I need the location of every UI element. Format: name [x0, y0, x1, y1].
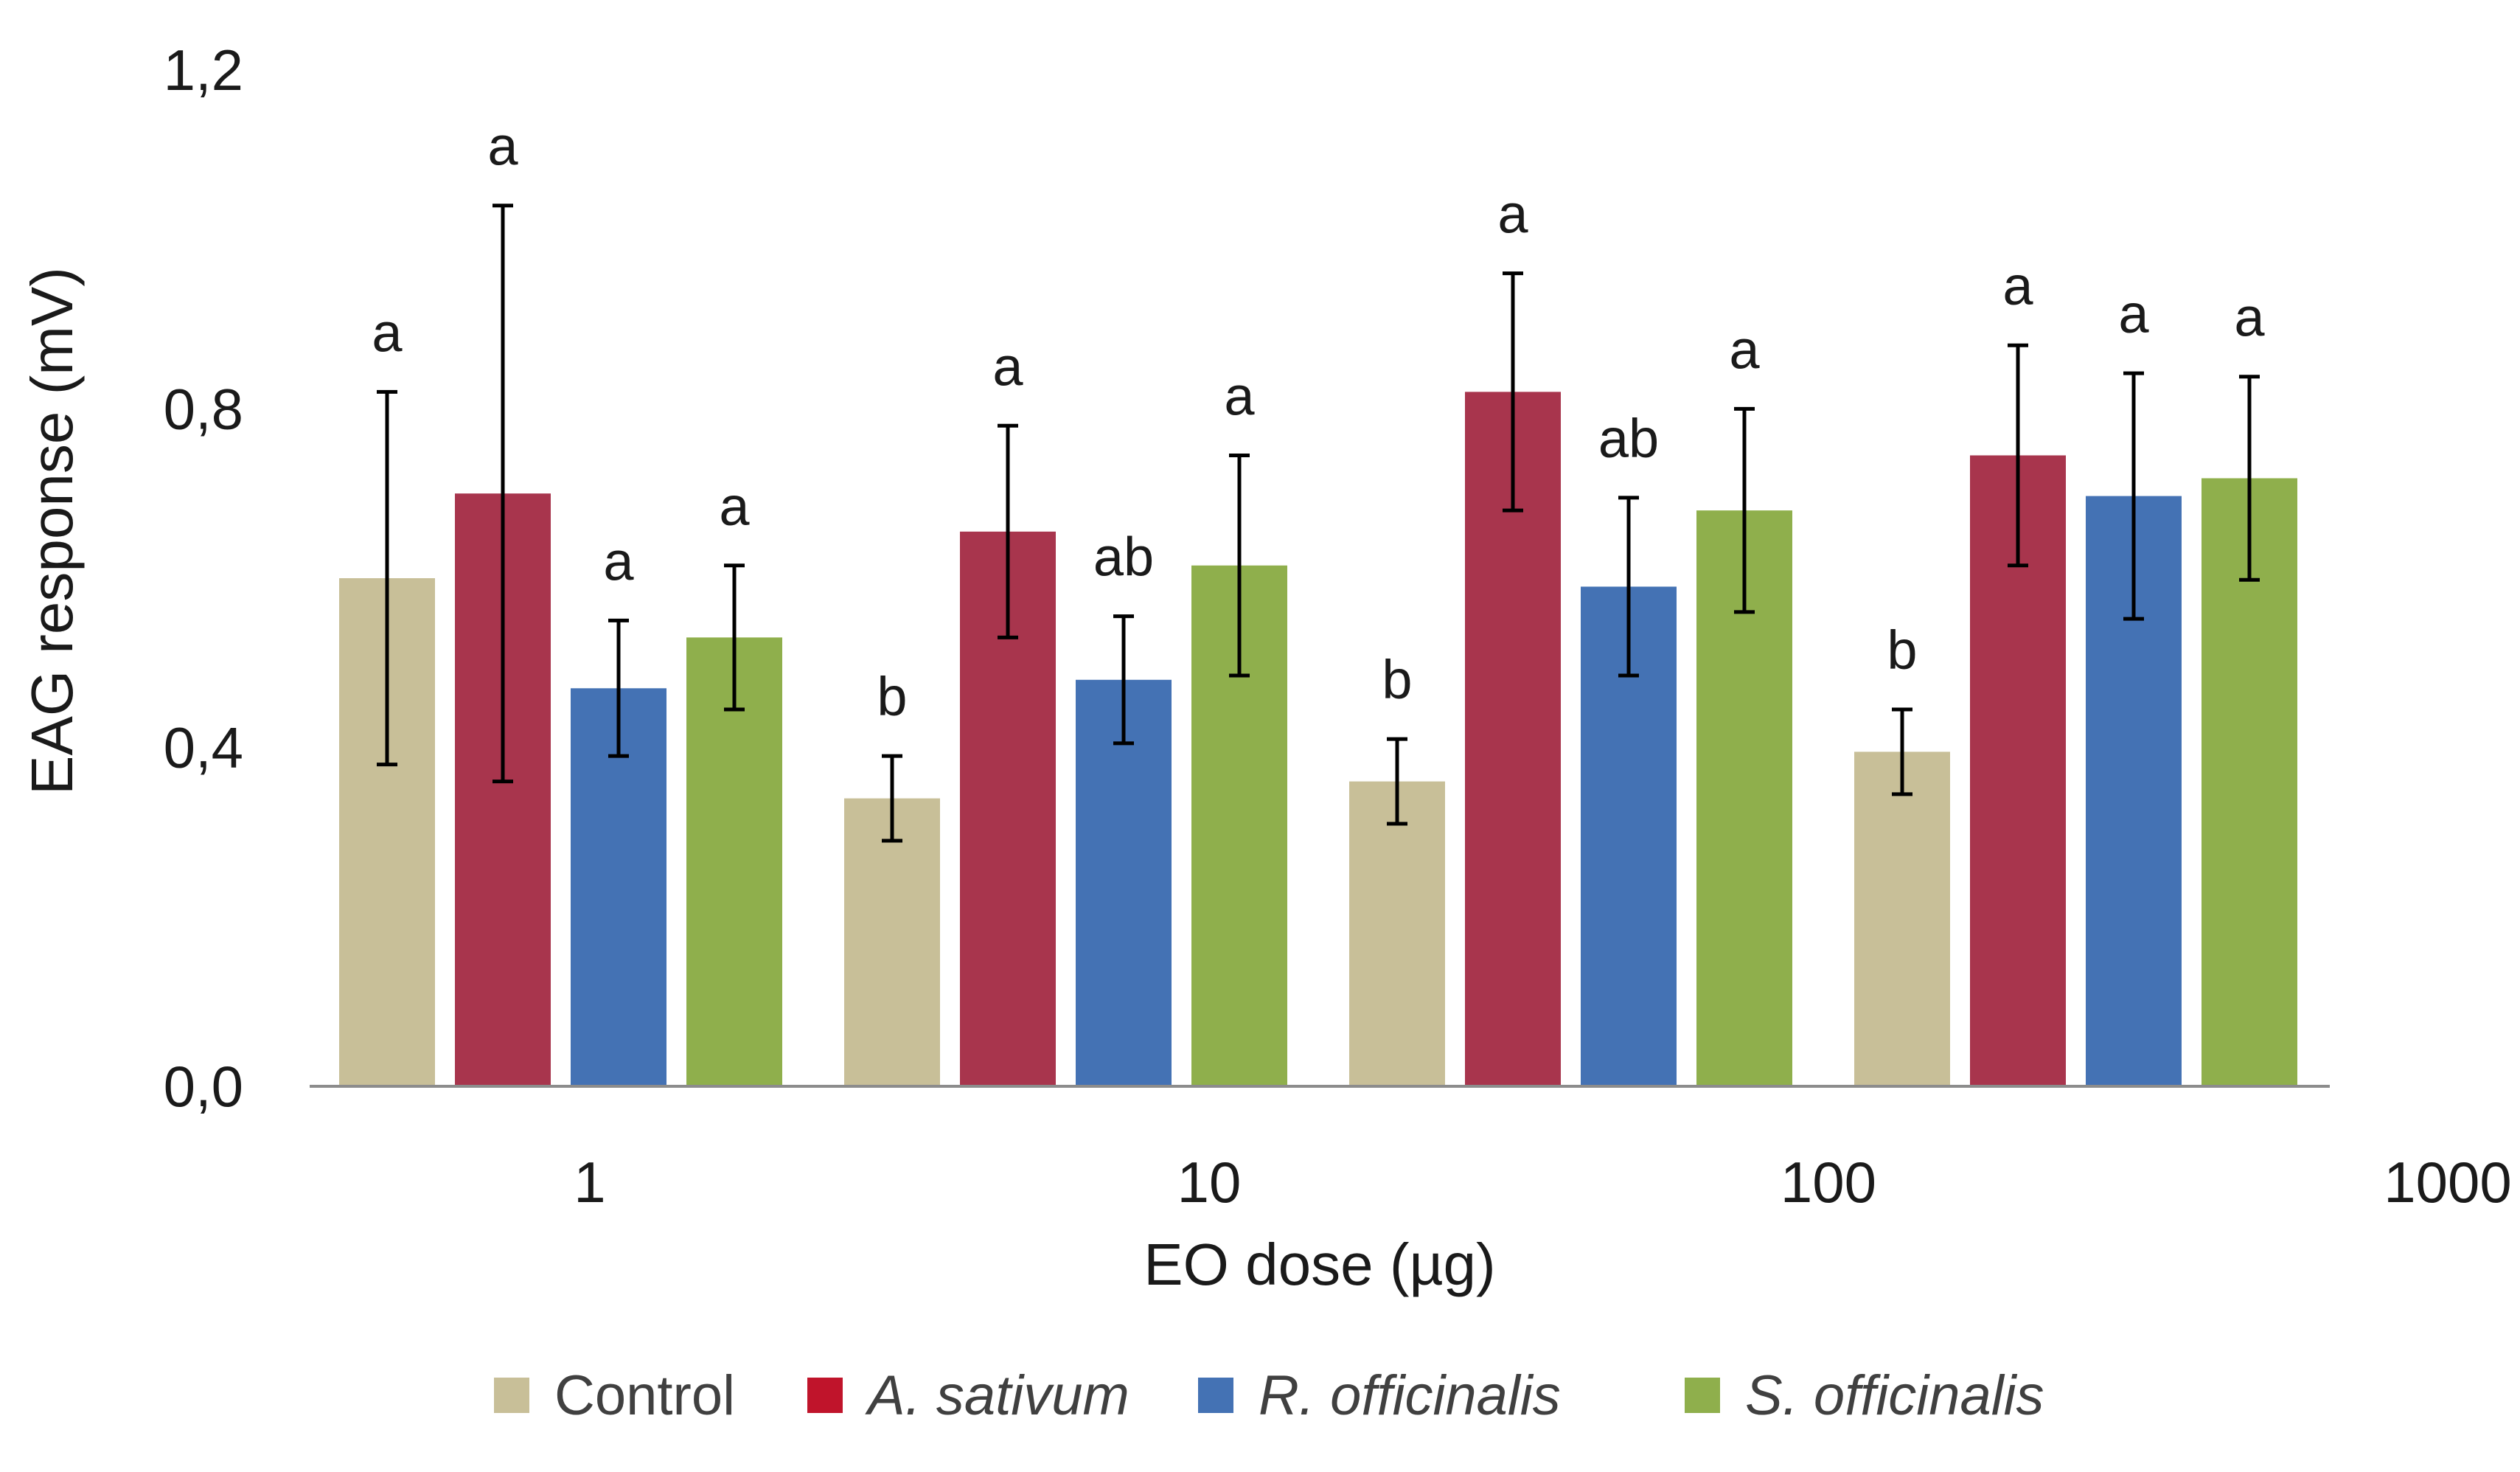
y-tick-label: 0,0 [164, 1054, 243, 1119]
significance-label: a [1729, 319, 1760, 380]
y-tick-label: 0,8 [164, 376, 243, 441]
legend-label: Control [554, 1364, 735, 1427]
significance-label: a [2002, 255, 2033, 316]
y-tick-label: 0,4 [164, 715, 243, 780]
x-tick-label: 1000 [2384, 1150, 2512, 1215]
significance-label: b [877, 666, 907, 727]
x-tick-label: 1 [574, 1150, 605, 1215]
legend-swatch [1685, 1378, 1720, 1413]
legend: Control A. sativum R. officinalis S. offici… [494, 1364, 2044, 1427]
significance-label: ab [1093, 527, 1154, 588]
error-bars [377, 204, 2260, 843]
bar [686, 637, 782, 1086]
significance-label: a [992, 336, 1023, 397]
significance-label: ab [1598, 408, 1659, 469]
legend-label: A. sativum [865, 1364, 1130, 1427]
bar [1076, 679, 1172, 1086]
legend-swatch [494, 1378, 529, 1413]
legend-label: S. officinalis [1745, 1364, 2044, 1427]
bars [339, 392, 2297, 1086]
significance-label: b [1887, 619, 1917, 681]
x-tick-label: 100 [1781, 1150, 1876, 1215]
y-axis-title: EAG response (mV) [19, 267, 85, 795]
significance-label: a [2234, 287, 2265, 348]
x-axis-ticks: 1 10 100 1000 [574, 1150, 2511, 1215]
legend-swatch [807, 1378, 843, 1413]
legend-swatch [1198, 1378, 1233, 1413]
y-axis-ticks: 0,0 0,4 0,8 1,2 [164, 38, 243, 1119]
significance-label: a [603, 530, 634, 591]
significance-label: a [2118, 283, 2149, 344]
significance-label: a [719, 476, 750, 537]
y-tick-label: 1,2 [164, 38, 243, 103]
significance-label: a [1224, 365, 1255, 426]
bar [1349, 781, 1445, 1086]
bar [1854, 751, 1950, 1086]
significance-label: a [487, 116, 518, 177]
significance-label: b [1382, 649, 1412, 710]
significance-label: a [372, 302, 403, 363]
legend-label: R. officinalis [1259, 1364, 1561, 1427]
bar [844, 798, 940, 1086]
x-tick-label: 10 [1177, 1150, 1242, 1215]
significance-label: a [1497, 184, 1528, 245]
x-axis-title: EO dose (µg) [1144, 1232, 1495, 1297]
